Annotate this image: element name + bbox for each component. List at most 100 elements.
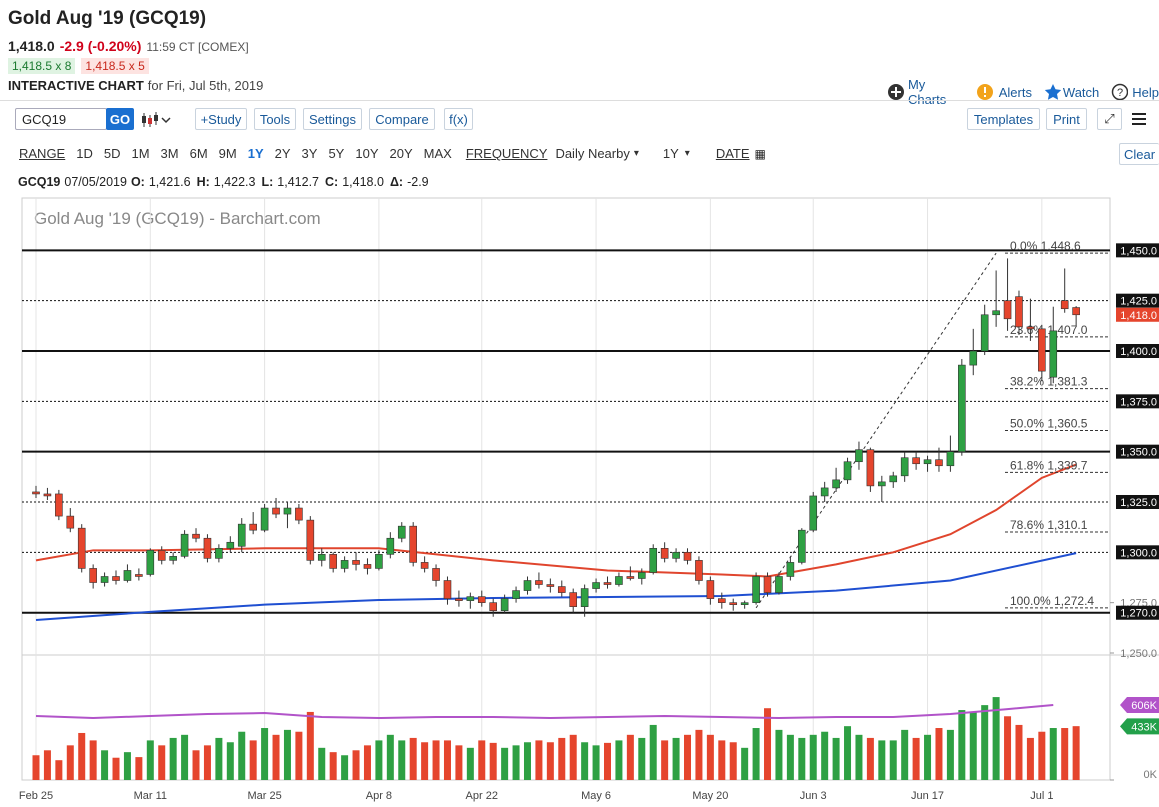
volume-bar (1026, 737, 1034, 780)
toolbar-button[interactable]: Print (1046, 108, 1087, 130)
volume-bar (729, 742, 737, 780)
range-option[interactable]: 20Y (389, 146, 413, 161)
volume-bar (501, 747, 509, 780)
go-button[interactable]: GO (106, 108, 134, 130)
dropdown-arrow: ▾ (633, 148, 639, 159)
volume-bar (443, 740, 451, 780)
watermark: Gold Aug '19 (GCQ19) - Barchart.com (34, 209, 321, 228)
period[interactable]: 1Y (662, 146, 679, 161)
toolbar-button[interactable]: f(x) (444, 108, 473, 130)
toolbar-button[interactable]: Settings (303, 108, 362, 130)
candle-body (180, 533, 189, 557)
volume-bar (695, 729, 703, 780)
link[interactable]: Watch (1062, 84, 1100, 100)
link[interactable]: My Charts (907, 77, 947, 107)
toolbar-button[interactable]: Compare (369, 108, 435, 130)
x-tick-label: Apr 8 (366, 790, 392, 802)
clear-button[interactable]: Clear (1119, 143, 1159, 165)
fib-label: 50.0% 1,360.5 (1010, 417, 1088, 431)
trendline (755, 252, 997, 609)
link[interactable]: Alerts (998, 84, 1032, 100)
volume-bar (684, 734, 692, 780)
range-option[interactable]: 10Y (355, 146, 379, 161)
range-option[interactable]: 5Y (328, 146, 345, 161)
candle-body (935, 459, 943, 467)
icon (1044, 84, 1061, 100)
candle-body (100, 576, 109, 583)
volume-bar (912, 737, 920, 780)
volume-bar (706, 734, 714, 780)
symbol-input[interactable]: GCQ19 (15, 108, 107, 130)
range-option[interactable]: 5D (103, 146, 121, 161)
volume-bar (546, 742, 554, 780)
volume-bar (32, 755, 40, 780)
price-label-box (1116, 293, 1159, 308)
price-label-box (1116, 243, 1159, 258)
candle-body (157, 550, 166, 561)
ohlc-label: H: (196, 175, 210, 189)
range-option[interactable]: 1Y (247, 146, 264, 161)
candle-body (352, 560, 360, 565)
candle-body (386, 537, 395, 555)
candle-body (592, 582, 600, 589)
price-label-box (1116, 394, 1159, 409)
range-option[interactable]: 2Y (274, 146, 291, 161)
range-option[interactable]: 1M (131, 146, 150, 161)
range-option[interactable]: 6M (189, 146, 208, 161)
ohlc-label: L: (261, 175, 274, 189)
toolbar-button[interactable]: Tools (254, 108, 296, 130)
price-label: 1,270.0 (1120, 608, 1157, 620)
volume-bar (992, 697, 1000, 780)
volume-bar (478, 740, 486, 780)
volume-bar (764, 708, 772, 780)
range-option[interactable]: MAX (423, 146, 452, 161)
candle-body (923, 459, 932, 465)
volume-bar (523, 742, 531, 780)
candle-body (535, 580, 543, 585)
x-tick-label: May 20 (692, 790, 728, 802)
volume-bar (786, 734, 794, 780)
volume-bar (466, 747, 474, 780)
toolbar-button[interactable]: Templates (967, 108, 1040, 130)
volume-bar (569, 734, 577, 780)
volume-bar (329, 752, 337, 780)
expand-button[interactable]: ⤢ (1097, 108, 1122, 130)
volume-bar (1049, 728, 1057, 780)
volume-bar (101, 750, 109, 780)
volume-average (35, 704, 1054, 719)
range-option[interactable]: 1D (76, 146, 93, 161)
candle-body (569, 592, 578, 607)
candle-body (112, 576, 120, 581)
range-option[interactable]: 9M (218, 146, 237, 161)
volume-bar (855, 734, 863, 780)
candle-body (260, 507, 269, 531)
fib-label: 61.8% 1,339.7 (1010, 458, 1088, 472)
link[interactable]: Help (1132, 84, 1159, 100)
chart-type[interactable] (140, 110, 176, 130)
range-option[interactable]: 3M (160, 146, 179, 161)
menu-button[interactable] (1131, 112, 1147, 126)
candle-body (580, 588, 589, 607)
bid-ask: 1,418.5 x 8 1,418.5 x 5 (8, 58, 149, 74)
candle-body (912, 457, 920, 465)
time: 11:59 CT [COMEX] (146, 40, 249, 54)
price-label: 1,300.0 (1120, 547, 1157, 559)
candle-body (500, 598, 509, 612)
candle-body (397, 525, 406, 539)
candle-body (752, 576, 760, 603)
quote: 1,418.0 -2.9 (-0.20%) 11:59 CT [COMEX] (8, 38, 249, 54)
volume-bar (318, 747, 326, 780)
volume-bar (889, 740, 897, 780)
date-label[interactable]: DATE (715, 146, 750, 161)
candle-body (443, 580, 452, 599)
candle-body (295, 507, 303, 521)
candle-body (786, 562, 795, 577)
toolbar-button[interactable]: +Study (195, 108, 247, 130)
volume-bar (592, 745, 600, 780)
candle-body (489, 602, 498, 612)
candle-body (55, 493, 63, 517)
frequency-value[interactable]: Daily Nearby (555, 146, 630, 161)
range-option[interactable]: 3Y (301, 146, 318, 161)
bid: 1,418.5 x 8 (8, 58, 76, 74)
